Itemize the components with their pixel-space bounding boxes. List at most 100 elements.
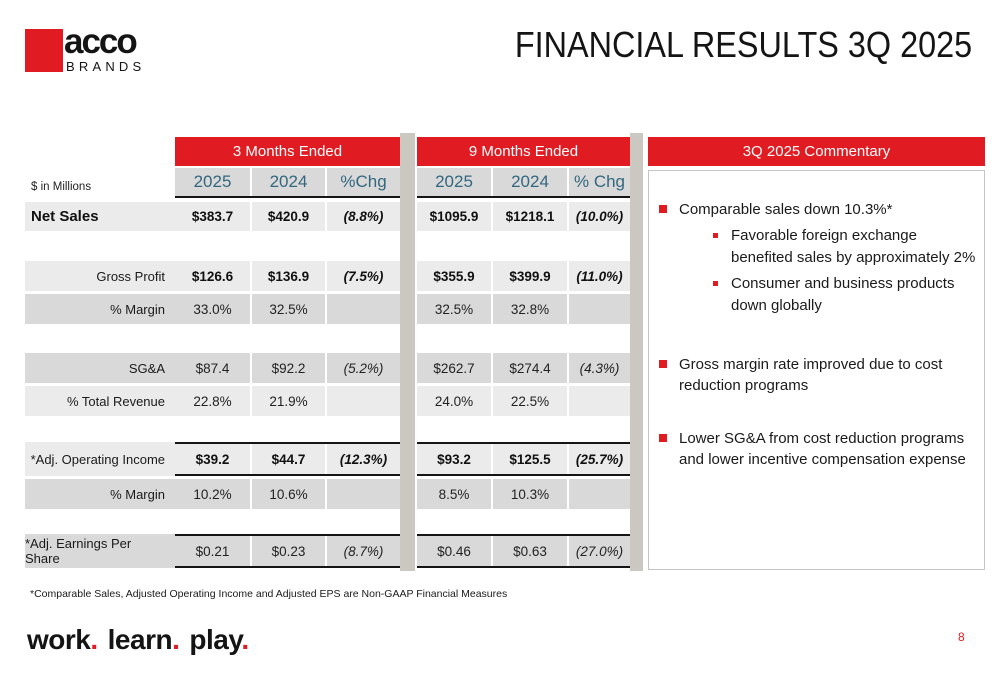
cell: 10.6% xyxy=(250,479,325,509)
cell: 10.2% xyxy=(175,479,250,509)
row-values-9m: $93.2 $125.5 (25.7%) xyxy=(417,442,630,476)
group-header-3-months: 3 Months Ended xyxy=(175,137,400,166)
cell: $399.9 xyxy=(491,261,567,291)
logo-brand-text: acco xyxy=(64,22,138,61)
cell: $1095.9 xyxy=(417,202,491,231)
table-row-gross-profit: Gross Profit $126.6 $136.9 (7.5%) $355.9… xyxy=(25,261,630,291)
sub-bullet-square-icon xyxy=(713,233,718,238)
column-header: % Chg xyxy=(567,168,630,196)
table-row-sga: SG&A $87.4 $92.2 (5.2%) $262.7 $274.4 (4… xyxy=(25,353,630,383)
cell: $355.9 xyxy=(417,261,491,291)
row-values-9m: 32.5% 32.8% xyxy=(417,294,630,324)
cell: (8.7%) xyxy=(325,536,400,566)
cell: $0.21 xyxy=(175,536,250,566)
cell: $1218.1 xyxy=(491,202,567,231)
sub-bullet-square-icon xyxy=(713,281,718,286)
table-row-adj-operating-income: *Adj. Operating Income $39.2 $44.7 (12.3… xyxy=(25,442,630,476)
cell: 33.0% xyxy=(175,294,250,324)
cell xyxy=(567,386,630,416)
commentary-title: 3Q 2025 Commentary xyxy=(648,137,985,166)
table-divider-strip-right xyxy=(630,133,643,571)
row-label: % Margin xyxy=(25,294,175,324)
row-values-9m: $355.9 $399.9 (11.0%) xyxy=(417,261,630,291)
sub-bullet-text: Consumer and business products down glob… xyxy=(731,275,955,314)
row-label: *Adj. Operating Income xyxy=(25,442,175,476)
bullet-text: Gross margin rate improved due to cost r… xyxy=(679,356,943,394)
row-values-9m: $0.46 $0.63 (27.0%) xyxy=(417,534,630,568)
year-headers-3m: 2025 2024 %Chg xyxy=(175,168,400,198)
units-label: $ in Millions xyxy=(31,181,92,193)
table-group-header-row: 3 Months Ended 9 Months Ended xyxy=(25,137,630,166)
commentary-panel: 3Q 2025 Commentary Comparable sales down… xyxy=(648,137,985,570)
row-values-3m: 10.2% 10.6% xyxy=(175,479,400,509)
row-values-9m: 24.0% 22.5% xyxy=(417,386,630,416)
table-divider-strip-left xyxy=(400,133,415,571)
cell: (8.8%) xyxy=(325,202,400,231)
year-headers-9m: 2025 2024 % Chg xyxy=(417,168,630,198)
row-values-3m: $87.4 $92.2 (5.2%) xyxy=(175,353,400,383)
table-row-adj-eps: *Adj. Earnings Per Share $0.21 $0.23 (8.… xyxy=(25,534,630,568)
group-header-9-months: 9 Months Ended xyxy=(417,137,630,166)
table-row-net-sales: Net Sales $383.7 $420.9 (8.8%) $1095.9 $… xyxy=(25,202,630,231)
cell: $0.23 xyxy=(250,536,325,566)
table-row-gross-margin: % Margin 33.0% 32.5% 32.5% 32.8% xyxy=(25,294,630,324)
commentary-body: Comparable sales down 10.3%* Favorable f… xyxy=(648,170,985,570)
column-header: 2024 xyxy=(250,168,325,196)
cell: $262.7 xyxy=(417,353,491,383)
cell: $136.9 xyxy=(250,261,325,291)
commentary-bullet: Lower SG&A from cost reduction programs … xyxy=(659,428,978,470)
column-header: 2024 xyxy=(491,168,567,196)
cell: (4.3%) xyxy=(567,353,630,383)
column-header: 2025 xyxy=(417,168,491,196)
cell xyxy=(325,479,400,509)
cell: (5.2%) xyxy=(325,353,400,383)
cell: $274.4 xyxy=(491,353,567,383)
cell: (27.0%) xyxy=(567,536,630,566)
table-row-pct-total-revenue: % Total Revenue 22.8% 21.9% 24.0% 22.5% xyxy=(25,386,630,416)
cell: 32.5% xyxy=(417,294,491,324)
cell xyxy=(567,479,630,509)
row-values-3m: $383.7 $420.9 (8.8%) xyxy=(175,202,400,231)
row-label: Net Sales xyxy=(25,202,175,231)
row-label: *Adj. Earnings Per Share xyxy=(25,534,175,568)
cell: $87.4 xyxy=(175,353,250,383)
commentary-bullet: Comparable sales down 10.3%* xyxy=(659,199,978,220)
cell: $92.2 xyxy=(250,353,325,383)
cell: 21.9% xyxy=(250,386,325,416)
tagline-dot: . xyxy=(241,624,249,655)
bullet-text: Lower SG&A from cost reduction programs … xyxy=(679,430,966,468)
bullet-square-icon xyxy=(659,205,667,213)
table-year-header-row: $ in Millions 2025 2024 %Chg 2025 2024 %… xyxy=(25,168,630,198)
cell: 32.8% xyxy=(491,294,567,324)
tagline: work. learn. play. xyxy=(27,624,259,656)
cell xyxy=(567,294,630,324)
cell: 22.5% xyxy=(491,386,567,416)
cell: $0.46 xyxy=(417,536,491,566)
tagline-word: work xyxy=(27,624,91,655)
cell: (7.5%) xyxy=(325,261,400,291)
row-values-3m: $0.21 $0.23 (8.7%) xyxy=(175,534,400,568)
row-values-9m: $262.7 $274.4 (4.3%) xyxy=(417,353,630,383)
cell: 22.8% xyxy=(175,386,250,416)
cell: $44.7 xyxy=(250,444,325,474)
row-label: SG&A xyxy=(25,353,175,383)
tagline-dot: . xyxy=(90,624,98,655)
row-values-9m: $1095.9 $1218.1 (10.0%) xyxy=(417,202,630,231)
cell: (12.3%) xyxy=(325,444,400,474)
row-values-9m: 8.5% 10.3% xyxy=(417,479,630,509)
cell: 32.5% xyxy=(250,294,325,324)
table-row-operating-margin: % Margin 10.2% 10.6% 8.5% 10.3% xyxy=(25,479,630,509)
page-title: FINANCIAL RESULTS 3Q 2025 xyxy=(514,24,972,65)
logo-red-square xyxy=(25,29,63,72)
cell: $420.9 xyxy=(250,202,325,231)
empty-corner xyxy=(25,137,175,166)
cell: $93.2 xyxy=(417,444,491,474)
row-label: Gross Profit xyxy=(25,261,175,291)
column-header: 2025 xyxy=(175,168,250,196)
cell: 8.5% xyxy=(417,479,491,509)
cell: $126.6 xyxy=(175,261,250,291)
cell: (10.0%) xyxy=(567,202,630,231)
cell: $39.2 xyxy=(175,444,250,474)
financial-table: 3 Months Ended 9 Months Ended $ in Milli… xyxy=(25,137,630,568)
bullet-square-icon xyxy=(659,360,667,368)
